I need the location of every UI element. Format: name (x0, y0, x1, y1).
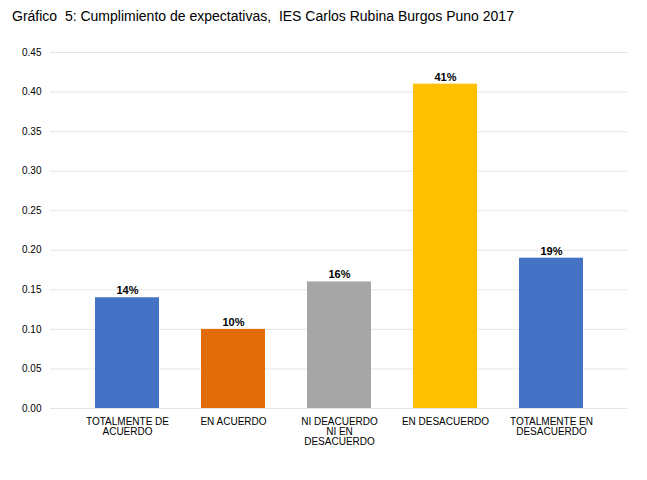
svg-text:TOTALMENTE DEACUERDO: TOTALMENTE DEACUERDO (86, 416, 169, 437)
svg-text:14%: 14% (116, 284, 138, 296)
svg-text:EN DESACUERDO: EN DESACUERDO (402, 416, 489, 427)
svg-text:10%: 10% (222, 316, 244, 328)
svg-text:TOTALMENTE ENDESACUERDO: TOTALMENTE ENDESACUERDO (510, 416, 593, 437)
svg-text:0.35: 0.35 (22, 126, 42, 137)
svg-text:0.30: 0.30 (22, 165, 42, 176)
svg-text:NI DEACUERDONI ENDESACUERDO: NI DEACUERDONI ENDESACUERDO (301, 416, 378, 447)
svg-text:EN ACUERDO: EN ACUERDO (200, 416, 266, 427)
svg-text:0.40: 0.40 (22, 86, 42, 97)
svg-text:0.05: 0.05 (22, 363, 42, 374)
svg-text:0.45: 0.45 (22, 47, 42, 58)
svg-text:19%: 19% (540, 245, 562, 257)
html-text:Gráfico 5: Cumplimiento de exp: Gráfico 5: Cumplimiento de expectativas,… (12, 8, 514, 24)
svg-text:0.25: 0.25 (22, 205, 42, 216)
svg-text:0.00: 0.00 (22, 403, 42, 414)
svg-text:41%: 41% (434, 71, 456, 83)
svg-text:0.10: 0.10 (22, 324, 42, 335)
svg-text:0.20: 0.20 (22, 244, 42, 255)
svg-text:16%: 16% (328, 268, 350, 280)
svg-text:0.15: 0.15 (22, 284, 42, 295)
